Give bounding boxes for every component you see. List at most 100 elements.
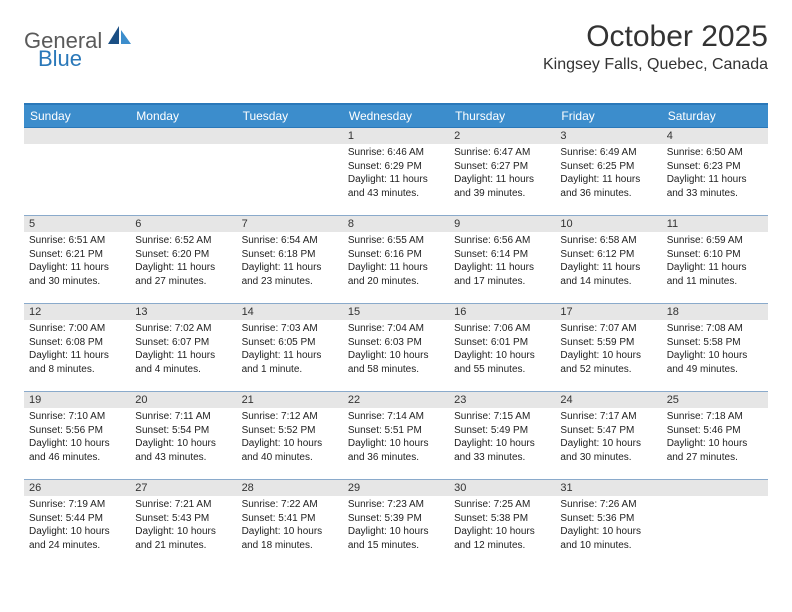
day-details: Sunrise: 7:19 AMSunset: 5:44 PMDaylight:… <box>24 496 130 558</box>
calendar-day-cell: 26Sunrise: 7:19 AMSunset: 5:44 PMDayligh… <box>24 480 130 568</box>
calendar-day-cell: 27Sunrise: 7:21 AMSunset: 5:43 PMDayligh… <box>130 480 236 568</box>
day-details: Sunrise: 6:49 AMSunset: 6:25 PMDaylight:… <box>555 144 661 206</box>
day-details: Sunrise: 7:18 AMSunset: 5:46 PMDaylight:… <box>662 408 768 470</box>
day-number: 23 <box>449 392 555 408</box>
day-details: Sunrise: 6:47 AMSunset: 6:27 PMDaylight:… <box>449 144 555 206</box>
day-number: 3 <box>555 128 661 144</box>
day-details: Sunrise: 6:59 AMSunset: 6:10 PMDaylight:… <box>662 232 768 294</box>
day-details: Sunrise: 7:15 AMSunset: 5:49 PMDaylight:… <box>449 408 555 470</box>
day-number: 12 <box>24 304 130 320</box>
day-number: 26 <box>24 480 130 496</box>
day-number: 20 <box>130 392 236 408</box>
calendar-day-cell: 17Sunrise: 7:07 AMSunset: 5:59 PMDayligh… <box>555 304 661 392</box>
day-number: 21 <box>237 392 343 408</box>
calendar-day-cell: 2Sunrise: 6:47 AMSunset: 6:27 PMDaylight… <box>449 128 555 216</box>
day-details: Sunrise: 7:02 AMSunset: 6:07 PMDaylight:… <box>130 320 236 382</box>
calendar-day-cell: 28Sunrise: 7:22 AMSunset: 5:41 PMDayligh… <box>237 480 343 568</box>
day-details: Sunrise: 7:10 AMSunset: 5:56 PMDaylight:… <box>24 408 130 470</box>
day-details: Sunrise: 7:12 AMSunset: 5:52 PMDaylight:… <box>237 408 343 470</box>
logo-text-blue: Blue <box>38 46 82 71</box>
calendar-empty-cell <box>662 480 768 568</box>
day-details: Sunrise: 7:00 AMSunset: 6:08 PMDaylight:… <box>24 320 130 382</box>
location-line: Kingsey Falls, Quebec, Canada <box>543 56 768 74</box>
calendar-head: SundayMondayTuesdayWednesdayThursdayFrid… <box>24 104 768 128</box>
day-details: Sunrise: 7:08 AMSunset: 5:58 PMDaylight:… <box>662 320 768 382</box>
day-number: 1 <box>343 128 449 144</box>
day-number: 18 <box>662 304 768 320</box>
calendar-table: SundayMondayTuesdayWednesdayThursdayFrid… <box>24 103 768 568</box>
day-number: 7 <box>237 216 343 232</box>
calendar-week-row: 19Sunrise: 7:10 AMSunset: 5:56 PMDayligh… <box>24 392 768 480</box>
calendar-day-cell: 22Sunrise: 7:14 AMSunset: 5:51 PMDayligh… <box>343 392 449 480</box>
calendar-day-cell: 19Sunrise: 7:10 AMSunset: 5:56 PMDayligh… <box>24 392 130 480</box>
calendar-body: 1Sunrise: 6:46 AMSunset: 6:29 PMDaylight… <box>24 128 768 568</box>
day-number: 29 <box>343 480 449 496</box>
weekday-header: Saturday <box>662 104 768 128</box>
weekday-header: Tuesday <box>237 104 343 128</box>
day-details: Sunrise: 7:07 AMSunset: 5:59 PMDaylight:… <box>555 320 661 382</box>
day-number: 24 <box>555 392 661 408</box>
day-number-empty <box>237 128 343 144</box>
day-details: Sunrise: 7:22 AMSunset: 5:41 PMDaylight:… <box>237 496 343 558</box>
calendar-day-cell: 5Sunrise: 6:51 AMSunset: 6:21 PMDaylight… <box>24 216 130 304</box>
day-details: Sunrise: 7:26 AMSunset: 5:36 PMDaylight:… <box>555 496 661 558</box>
calendar-day-cell: 1Sunrise: 6:46 AMSunset: 6:29 PMDaylight… <box>343 128 449 216</box>
month-title: October 2025 <box>543 20 768 54</box>
day-details: Sunrise: 6:46 AMSunset: 6:29 PMDaylight:… <box>343 144 449 206</box>
weekday-header: Monday <box>130 104 236 128</box>
calendar-empty-cell <box>130 128 236 216</box>
day-number: 31 <box>555 480 661 496</box>
day-number: 11 <box>662 216 768 232</box>
logo-blue-wrap: Blue <box>38 46 82 72</box>
calendar-week-row: 1Sunrise: 6:46 AMSunset: 6:29 PMDaylight… <box>24 128 768 216</box>
calendar-day-cell: 25Sunrise: 7:18 AMSunset: 5:46 PMDayligh… <box>662 392 768 480</box>
calendar-day-cell: 15Sunrise: 7:04 AMSunset: 6:03 PMDayligh… <box>343 304 449 392</box>
day-number: 8 <box>343 216 449 232</box>
day-number: 10 <box>555 216 661 232</box>
day-number: 17 <box>555 304 661 320</box>
day-number: 9 <box>449 216 555 232</box>
day-number: 13 <box>130 304 236 320</box>
day-number: 14 <box>237 304 343 320</box>
day-number: 6 <box>130 216 236 232</box>
day-details: Sunrise: 6:51 AMSunset: 6:21 PMDaylight:… <box>24 232 130 294</box>
calendar-day-cell: 18Sunrise: 7:08 AMSunset: 5:58 PMDayligh… <box>662 304 768 392</box>
calendar-day-cell: 23Sunrise: 7:15 AMSunset: 5:49 PMDayligh… <box>449 392 555 480</box>
day-number: 4 <box>662 128 768 144</box>
day-details: Sunrise: 7:06 AMSunset: 6:01 PMDaylight:… <box>449 320 555 382</box>
day-details: Sunrise: 7:23 AMSunset: 5:39 PMDaylight:… <box>343 496 449 558</box>
day-number-empty <box>130 128 236 144</box>
day-details: Sunrise: 6:56 AMSunset: 6:14 PMDaylight:… <box>449 232 555 294</box>
calendar-day-cell: 20Sunrise: 7:11 AMSunset: 5:54 PMDayligh… <box>130 392 236 480</box>
calendar-page: General October 2025 Kingsey Falls, Queb… <box>0 0 792 588</box>
calendar-empty-cell <box>237 128 343 216</box>
day-details: Sunrise: 6:58 AMSunset: 6:12 PMDaylight:… <box>555 232 661 294</box>
calendar-day-cell: 8Sunrise: 6:55 AMSunset: 6:16 PMDaylight… <box>343 216 449 304</box>
weekday-header: Thursday <box>449 104 555 128</box>
calendar-day-cell: 30Sunrise: 7:25 AMSunset: 5:38 PMDayligh… <box>449 480 555 568</box>
calendar-day-cell: 11Sunrise: 6:59 AMSunset: 6:10 PMDayligh… <box>662 216 768 304</box>
day-details: Sunrise: 7:14 AMSunset: 5:51 PMDaylight:… <box>343 408 449 470</box>
calendar-day-cell: 24Sunrise: 7:17 AMSunset: 5:47 PMDayligh… <box>555 392 661 480</box>
calendar-day-cell: 14Sunrise: 7:03 AMSunset: 6:05 PMDayligh… <box>237 304 343 392</box>
calendar-day-cell: 7Sunrise: 6:54 AMSunset: 6:18 PMDaylight… <box>237 216 343 304</box>
day-number: 22 <box>343 392 449 408</box>
day-details: Sunrise: 6:54 AMSunset: 6:18 PMDaylight:… <box>237 232 343 294</box>
day-details: Sunrise: 7:17 AMSunset: 5:47 PMDaylight:… <box>555 408 661 470</box>
calendar-day-cell: 29Sunrise: 7:23 AMSunset: 5:39 PMDayligh… <box>343 480 449 568</box>
calendar-day-cell: 12Sunrise: 7:00 AMSunset: 6:08 PMDayligh… <box>24 304 130 392</box>
calendar-day-cell: 3Sunrise: 6:49 AMSunset: 6:25 PMDaylight… <box>555 128 661 216</box>
day-number-empty <box>662 480 768 496</box>
day-details: Sunrise: 7:03 AMSunset: 6:05 PMDaylight:… <box>237 320 343 382</box>
day-details: Sunrise: 7:04 AMSunset: 6:03 PMDaylight:… <box>343 320 449 382</box>
weekday-header: Wednesday <box>343 104 449 128</box>
calendar-day-cell: 16Sunrise: 7:06 AMSunset: 6:01 PMDayligh… <box>449 304 555 392</box>
calendar-week-row: 26Sunrise: 7:19 AMSunset: 5:44 PMDayligh… <box>24 480 768 568</box>
day-details: Sunrise: 6:52 AMSunset: 6:20 PMDaylight:… <box>130 232 236 294</box>
calendar-empty-cell <box>24 128 130 216</box>
day-number: 25 <box>662 392 768 408</box>
day-number: 19 <box>24 392 130 408</box>
day-number: 28 <box>237 480 343 496</box>
day-number: 15 <box>343 304 449 320</box>
calendar-day-cell: 9Sunrise: 6:56 AMSunset: 6:14 PMDaylight… <box>449 216 555 304</box>
